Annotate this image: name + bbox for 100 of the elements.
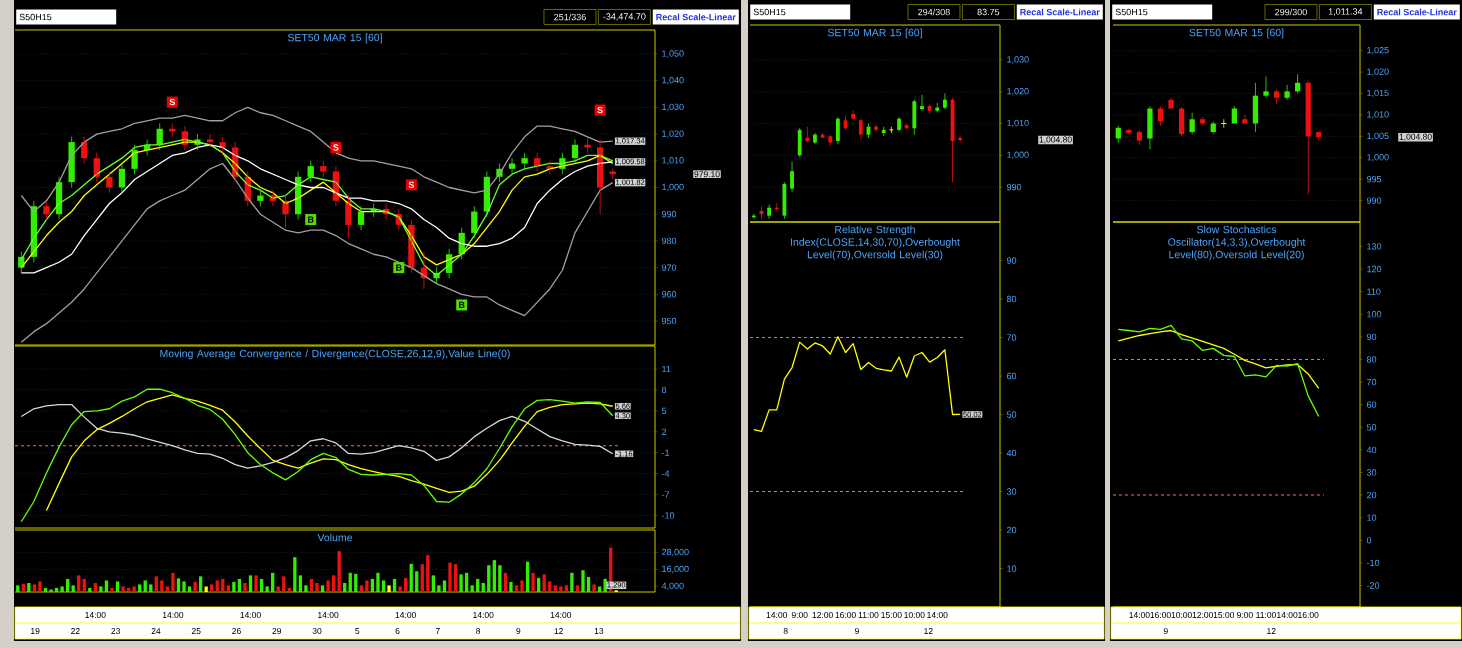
x-tick-label: 15:00 bbox=[881, 612, 902, 619]
y-tick-label: -7 bbox=[661, 491, 670, 498]
y-tick-label: 1,000 bbox=[1007, 151, 1029, 159]
x-tick-label: 9:00 bbox=[791, 612, 808, 619]
x-tick-label: 14:00 bbox=[1277, 612, 1298, 619]
y-tick-label: 1,025 bbox=[1367, 46, 1389, 55]
x-tick-label: 12:00 bbox=[1192, 612, 1213, 619]
text: Recal Scale-Linear bbox=[1377, 8, 1457, 16]
x-tick-label: 15:00 bbox=[1213, 612, 1235, 619]
y-tick-label: 30 bbox=[1006, 488, 1017, 495]
y-tick-label: 10 bbox=[1007, 565, 1017, 572]
text: 8 bbox=[783, 628, 788, 635]
y-tick-label: 990 bbox=[1006, 183, 1022, 191]
y-tick-label: 1,030 bbox=[1007, 56, 1029, 64]
y-tick-label: 1,000 bbox=[1367, 154, 1389, 162]
y-tick-label: 1,030 bbox=[662, 103, 684, 112]
text: 83.75 bbox=[977, 8, 1000, 16]
y-tick-label: 50 bbox=[1006, 411, 1017, 418]
data-label: B bbox=[396, 264, 402, 271]
x-tick-label: 12:00 bbox=[812, 612, 833, 619]
y-tick-label: 20 bbox=[1367, 491, 1377, 499]
text: 12 bbox=[554, 628, 563, 634]
y-tick-label: 16,000 bbox=[662, 565, 689, 574]
y-tick-label: 80 bbox=[1366, 356, 1377, 363]
text: 29 bbox=[272, 628, 282, 635]
x-tick-label: 14:00 bbox=[473, 612, 494, 619]
y-tick-label: 995 bbox=[1366, 175, 1382, 183]
chart-title: Moving Average Convergence / Divergence(CLOSE,26,12,9),Value Line(0) bbox=[160, 349, 510, 360]
text: 24 bbox=[151, 628, 161, 634]
text: -34,474.70 bbox=[603, 13, 646, 21]
y-tick-label: 11 bbox=[662, 365, 671, 373]
y-tick-label: 1,020 bbox=[662, 130, 684, 138]
text: 1,004.80 bbox=[1399, 133, 1432, 141]
data-label: S bbox=[169, 98, 175, 106]
y-tick-label: -10 bbox=[661, 512, 675, 519]
chart-title: SET50 MAR 15 [60] bbox=[287, 33, 382, 44]
data-label: S bbox=[333, 144, 339, 151]
text: 26 bbox=[232, 628, 241, 635]
x-tick-label: 10:00 bbox=[1171, 612, 1192, 619]
y-tick-label: -4 bbox=[661, 470, 670, 477]
x-tick-label: 9:00 bbox=[1237, 612, 1253, 619]
text: Slow Stochastics Oscillator(14,3,3),Overbought Level(80),Oversold Level(20) bbox=[1168, 225, 1306, 261]
y-tick-label: 80 bbox=[1006, 295, 1017, 303]
y-tick-label: 990 bbox=[1366, 197, 1382, 204]
text: 12 bbox=[924, 628, 933, 634]
y-tick-label: 1,020 bbox=[1367, 68, 1389, 76]
chart-title: SET50 MAR 15 [60] bbox=[1189, 28, 1284, 39]
x-tick-label: 16:00 bbox=[1150, 612, 1171, 619]
text: 23 bbox=[111, 628, 121, 635]
text: S50H15 bbox=[1115, 8, 1148, 16]
y-tick-label: 70 bbox=[1007, 334, 1017, 341]
text: 9 bbox=[855, 628, 859, 635]
x-tick-label: 14:00 bbox=[162, 612, 184, 619]
y-tick-label: 60 bbox=[1367, 401, 1377, 408]
y-tick-label: 960 bbox=[661, 291, 677, 298]
y-tick-label: 60 bbox=[1007, 372, 1017, 380]
y-tick-label: 1,010 bbox=[662, 157, 684, 165]
y-tick-label: -20 bbox=[1366, 582, 1380, 589]
y-tick-label: 1,010 bbox=[1007, 119, 1029, 128]
x-tick-label: 16:00 bbox=[835, 612, 856, 619]
x-tick-label: 14:00 bbox=[318, 612, 339, 619]
text: 25 bbox=[191, 628, 201, 635]
chart-title: Volume bbox=[317, 533, 353, 542]
text: 13 bbox=[594, 628, 604, 635]
x-tick-label: 14:00 bbox=[395, 612, 416, 619]
y-tick-label: -10 bbox=[1366, 559, 1380, 567]
text: 9 bbox=[516, 628, 521, 635]
y-tick-label: 90 bbox=[1366, 333, 1377, 341]
x-tick-label: 14:00 bbox=[1129, 612, 1150, 619]
x-tick-label: 14:00 bbox=[240, 612, 261, 619]
data-label: S bbox=[597, 106, 603, 114]
y-tick-label: 40 bbox=[1006, 449, 1017, 457]
y-tick-label: 8 bbox=[661, 386, 667, 394]
y-tick-label: 120 bbox=[1367, 265, 1382, 273]
y-tick-label: 50 bbox=[1366, 424, 1377, 431]
x-tick-label: 11:00 bbox=[1256, 612, 1276, 619]
y-tick-label: 950 bbox=[661, 317, 677, 325]
text: 8 bbox=[476, 628, 481, 635]
chart-title: SET50 MAR 15 [60] bbox=[827, 28, 922, 39]
y-tick-label: 1,040 bbox=[662, 77, 684, 85]
y-tick-label: 1,050 bbox=[662, 50, 684, 58]
y-tick-label: 1,000 bbox=[662, 183, 684, 192]
x-tick-label: 10:00 bbox=[904, 612, 925, 619]
y-tick-label: 1,010 bbox=[1367, 111, 1389, 119]
x-tick-label: 11:00 bbox=[858, 612, 879, 619]
x-tick-label: 14:00 bbox=[550, 612, 572, 619]
text: S50H15 bbox=[19, 13, 52, 21]
y-tick-label: 970 bbox=[661, 264, 677, 271]
y-tick-label: 28,000 bbox=[661, 548, 689, 557]
y-tick-label: 110 bbox=[1367, 288, 1381, 295]
y-tick-label: -1 bbox=[661, 449, 670, 456]
y-tick-label: 1,020 bbox=[1007, 88, 1029, 96]
text: 294/308 bbox=[918, 8, 950, 16]
text: 7 bbox=[435, 628, 440, 634]
text: 19 bbox=[31, 628, 40, 635]
y-tick-label: 4,000 bbox=[661, 582, 684, 591]
data-label: S bbox=[408, 181, 415, 189]
text: Relative Strength Index(CLOSE,14,30,70),Overbought Level(70),Oversold Level(30) bbox=[791, 225, 960, 261]
x-tick-label: 14:00 bbox=[766, 612, 788, 619]
y-tick-label: 1,015 bbox=[1367, 89, 1389, 98]
